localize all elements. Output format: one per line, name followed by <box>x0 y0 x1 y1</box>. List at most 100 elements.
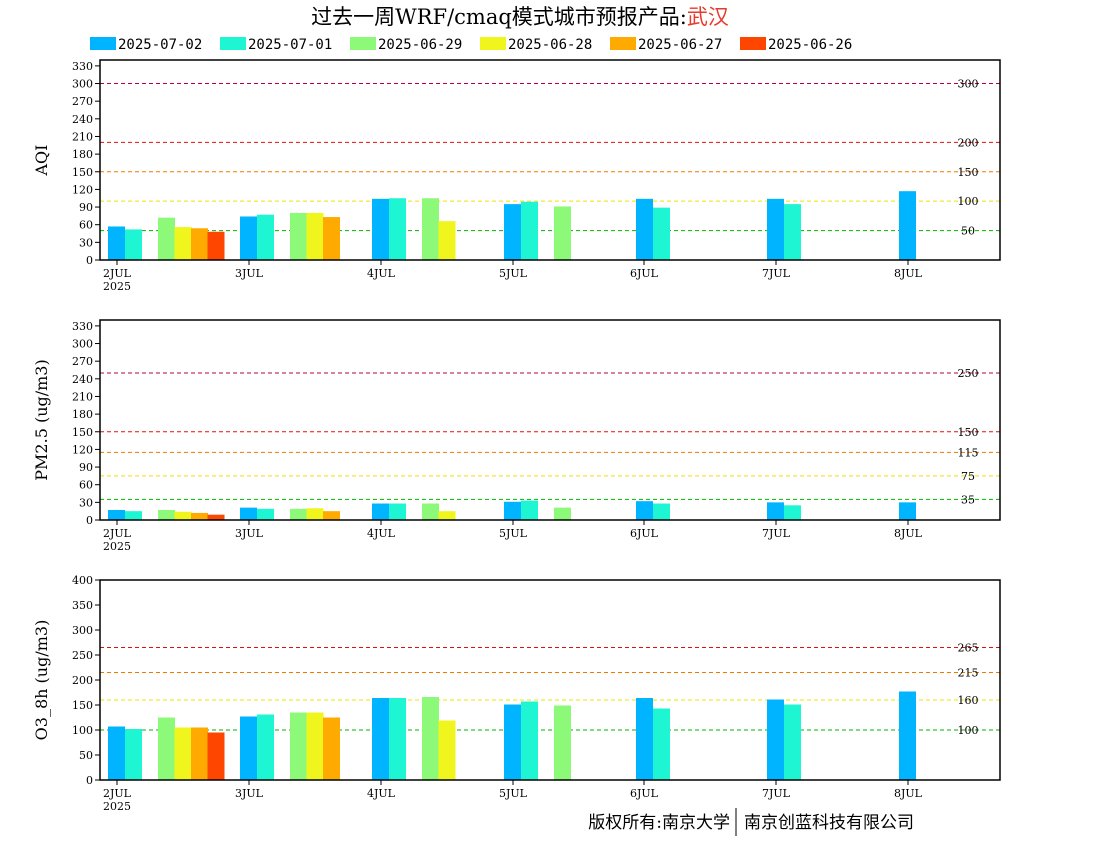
ytick-label-0-8: 240 <box>72 113 93 126</box>
bar-1-1-3 <box>521 500 538 520</box>
xtick-label-1-6: 8JUL <box>894 527 923 540</box>
xtick-label-0-1: 3JUL <box>235 267 264 280</box>
ytick-label-0-10: 300 <box>72 78 93 91</box>
ytick-label-0-11: 330 <box>72 60 93 73</box>
ylabel-0: AQI <box>32 145 51 177</box>
legend-label-3: 2025-06-28 <box>508 37 592 53</box>
xtick-label-2-5: 7JUL <box>762 787 791 800</box>
bar-0-3-1 <box>306 212 324 260</box>
ytick-label-1-3: 90 <box>79 461 93 474</box>
ytick-label-2-7: 350 <box>72 599 93 612</box>
xtick-label-2-3: 5JUL <box>499 787 528 800</box>
footer-company: 南京创蓝科技有限公司 <box>744 813 914 833</box>
xtick-label-2-0: 2JUL <box>103 787 132 800</box>
ytick-label-0-3: 90 <box>79 201 93 214</box>
bar-0-4-0 <box>191 228 208 260</box>
year-label-1: 2025 <box>103 540 131 553</box>
bar-1-2-2 <box>422 503 439 520</box>
bar-2-1-1 <box>257 714 274 780</box>
ytick-label-0-0: 0 <box>86 254 93 267</box>
legend-swatch-4 <box>610 37 636 50</box>
legend-swatch-0 <box>90 37 116 50</box>
bar-2-0-2 <box>372 698 389 780</box>
xtick-label-1-4: 6JUL <box>630 527 659 540</box>
bar-2-2-1 <box>290 712 307 780</box>
threshold-label-0-2: 150 <box>958 166 979 179</box>
chart-title: 过去一周WRF/cmaq模式城市预报产品:武汉 <box>311 5 729 29</box>
threshold-label-2-1: 215 <box>958 667 979 680</box>
ytick-label-2-5: 250 <box>72 649 93 662</box>
bar-0-0-6 <box>899 191 916 260</box>
year-label-0: 2025 <box>103 280 131 293</box>
ytick-label-1-2: 60 <box>79 479 93 492</box>
chart-title-prefix: 过去一周WRF/cmaq模式城市预报产品: <box>311 5 687 29</box>
ytick-label-0-2: 60 <box>79 219 93 232</box>
bar-0-0-1 <box>240 216 257 260</box>
legend-swatch-2 <box>350 37 376 50</box>
ytick-label-2-4: 200 <box>72 674 93 687</box>
xtick-label-0-4: 6JUL <box>630 267 659 280</box>
threshold-label-1-4: 35 <box>961 493 975 506</box>
bar-1-2-0 <box>158 510 175 520</box>
xtick-label-1-1: 3JUL <box>235 527 264 540</box>
bar-1-0-2 <box>372 503 389 520</box>
bar-1-1-2 <box>389 503 406 520</box>
bar-2-0-5 <box>767 699 784 780</box>
bar-0-0-5 <box>767 198 784 260</box>
chart-panel-1: 250 150 115 75 35 0 30 60 90 120 150 180 210 240 270 30… <box>32 319 1001 553</box>
chart-panel-2: 265 215 160 100 0 50 100 150 200 250 300 350 400 O3_8… <box>32 574 1001 813</box>
bar-1-1-0 <box>125 511 142 520</box>
xtick-label-1-3: 5JUL <box>499 527 528 540</box>
bar-2-0-0 <box>108 726 125 780</box>
bar-1-0-1 <box>240 507 257 520</box>
ytick-label-1-6: 180 <box>72 408 93 421</box>
bar-2-4-1 <box>323 717 340 780</box>
threshold-label-0-4: 50 <box>961 225 975 238</box>
ylabel-2: O3_8h (ug/m3) <box>32 620 51 741</box>
bar-0-1-5 <box>784 204 801 260</box>
threshold-label-2-0: 265 <box>958 642 979 655</box>
xtick-label-2-1: 3JUL <box>235 787 264 800</box>
bar-0-1-4 <box>653 207 670 260</box>
bar-1-1-1 <box>257 508 274 520</box>
xtick-label-0-3: 5JUL <box>499 267 528 280</box>
legend-swatch-1 <box>220 37 246 50</box>
ytick-label-2-6: 300 <box>72 624 93 637</box>
bar-2-3-2 <box>438 720 456 780</box>
xtick-label-0-0: 2JUL <box>103 267 132 280</box>
ytick-label-1-10: 300 <box>72 338 93 351</box>
bar-0-2-2 <box>422 198 439 260</box>
xtick-label-0-5: 7JUL <box>762 267 791 280</box>
legend: 2025-07-02 2025-07-01 2025-06-29 2025-06-28… <box>90 37 852 53</box>
bar-0-0-0 <box>108 226 125 260</box>
bar-1-5-0 <box>207 514 225 520</box>
legend-label-0: 2025-07-02 <box>118 37 202 53</box>
xtick-label-1-5: 7JUL <box>762 527 791 540</box>
bar-2-0-3 <box>504 704 521 780</box>
legend-label-5: 2025-06-26 <box>768 37 852 53</box>
ytick-label-0-4: 120 <box>72 183 93 196</box>
threshold-label-2-3: 100 <box>958 724 979 737</box>
ytick-label-1-4: 120 <box>72 443 93 456</box>
chart-panel-0: 300 200 150 100 50 0 30 60 90 120 150 180 210 240 270 3… <box>32 59 1001 293</box>
bar-1-0-4 <box>636 501 653 520</box>
bar-0-0-2 <box>372 198 389 260</box>
bar-0-2-0 <box>158 217 175 260</box>
ytick-label-1-1: 30 <box>79 496 93 509</box>
year-label-2: 2025 <box>103 800 131 813</box>
footer-copyright: 版权所有:南京大学 <box>588 813 730 833</box>
bar-2-2-3 <box>554 705 571 780</box>
bar-0-0-3 <box>504 204 521 260</box>
bar-0-2-1 <box>290 212 307 260</box>
bar-1-1-5 <box>784 505 801 520</box>
bar-2-1-4 <box>653 708 670 780</box>
footer: 版权所有:南京大学 南京创蓝科技有限公司 <box>588 808 914 836</box>
ytick-label-2-1: 50 <box>79 749 93 762</box>
bar-2-0-4 <box>636 698 653 780</box>
bar-2-5-0 <box>207 732 225 780</box>
legend-label-4: 2025-06-27 <box>638 37 722 53</box>
bar-0-4-1 <box>323 217 340 260</box>
bar-0-1-2 <box>389 198 406 260</box>
ytick-label-1-11: 330 <box>72 320 93 333</box>
